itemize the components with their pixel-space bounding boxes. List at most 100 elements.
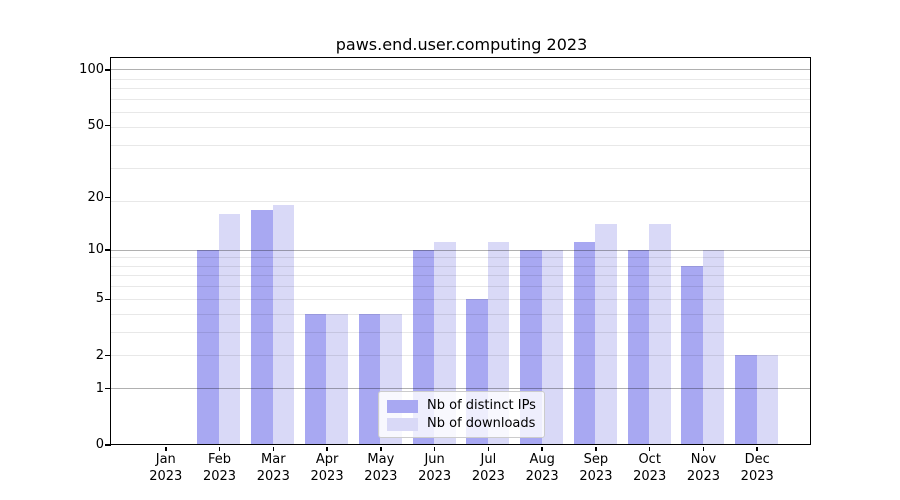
gridline-major: [111, 249, 811, 251]
month-label: Apr: [315, 452, 339, 467]
month-label: Feb: [208, 452, 232, 467]
bar-distinct-ips-apr: [304, 313, 327, 445]
y-axis-tick: [104, 69, 111, 71]
y-axis-tick: [104, 387, 111, 390]
x-axis-tick-label: Nov 2023: [673, 452, 733, 485]
year-label: 2023: [525, 468, 559, 484]
y-axis-tick: [104, 124, 111, 127]
x-axis-tick-label: Jan 2023: [136, 452, 196, 485]
gridline-minor: [111, 126, 811, 128]
x-axis-tick: [648, 446, 651, 451]
month-label: Jul: [480, 452, 497, 467]
gridline-major: [111, 388, 811, 390]
y-axis-tick-label: 5: [95, 291, 104, 307]
month-label: Jun: [424, 452, 445, 467]
month-label: Nov: [690, 452, 717, 467]
year-label: 2023: [256, 468, 290, 484]
y-axis-tick: [104, 354, 111, 357]
x-axis-tick: [272, 446, 275, 451]
month-label: Dec: [744, 452, 770, 467]
bar-downloads-dec: [756, 355, 779, 445]
bar-downloads-mar: [272, 205, 295, 445]
y-axis-tick-label: 1: [95, 380, 104, 396]
x-axis-tick: [433, 446, 436, 451]
gridline-minor: [111, 265, 811, 267]
x-axis-tick-label: Feb 2023: [190, 452, 250, 485]
x-axis-tick: [218, 446, 221, 451]
gridline-minor: [111, 355, 811, 357]
year-label: 2023: [310, 468, 344, 484]
year-label: 2023: [633, 468, 667, 484]
bar-distinct-ips-feb: [197, 249, 219, 445]
bar-distinct-ips-sep: [573, 242, 596, 445]
y-axis-tick: [104, 196, 111, 199]
bar-downloads-feb: [218, 214, 241, 445]
x-axis-tick-label: Jun 2023: [405, 452, 465, 485]
legend-swatch-downloads: [387, 417, 418, 431]
gridline-minor: [111, 331, 811, 333]
gridline-minor: [111, 313, 811, 315]
year-label: 2023: [149, 468, 183, 484]
year-label: 2023: [364, 468, 398, 484]
bar-downloads-nov: [702, 249, 725, 445]
x-axis-tick-label: Aug 2023: [512, 452, 572, 485]
gridline-minor: [111, 88, 811, 90]
year-label: 2023: [418, 468, 452, 484]
year-label: 2023: [579, 468, 613, 484]
gridline-minor: [111, 168, 811, 170]
bar-distinct-ips-may: [358, 313, 381, 445]
year-label: 2023: [686, 468, 720, 484]
month-label: Sep: [583, 452, 609, 467]
month-label: Oct: [638, 452, 661, 467]
legend-entry-downloads: Nb of downloads: [387, 416, 536, 432]
y-axis-tick-label: 0: [95, 437, 104, 452]
legend-label: Nb of downloads: [427, 416, 536, 431]
legend-entry-distinct-ips: Nb of distinct IPs: [387, 398, 536, 414]
x-axis-tick-label: Apr 2023: [297, 452, 357, 485]
year-label: 2023: [202, 468, 237, 484]
bar-distinct-ips-oct: [627, 249, 650, 445]
y-axis-tick: [104, 249, 111, 251]
y-axis-tick: [104, 444, 111, 446]
gridline-minor: [111, 275, 811, 277]
x-axis-tick-label: Oct 2023: [620, 452, 680, 485]
x-axis-tick-label: Sep 2023: [566, 452, 626, 485]
x-axis-tick: [487, 446, 490, 451]
gridline-minor: [111, 286, 811, 288]
bar-distinct-ips-nov: [681, 265, 703, 445]
chart-title: paws.end.user.computing 2023: [335, 35, 588, 54]
x-axis-tick: [702, 446, 705, 451]
x-axis-tick-label: Dec 2023: [727, 452, 787, 485]
legend-swatch-distinct-ips: [387, 399, 418, 413]
y-axis-tick: [104, 298, 111, 301]
gridline-minor: [111, 200, 811, 202]
month-label: Mar: [261, 452, 286, 467]
gridline-minor: [111, 111, 811, 113]
year-label: 2023: [740, 468, 774, 484]
gridline-minor: [111, 257, 811, 259]
gridline-major: [111, 69, 811, 71]
gridline-minor: [111, 78, 811, 80]
month-label: Jan: [155, 452, 176, 467]
x-axis-tick-label: May 2023: [351, 452, 411, 485]
x-axis-tick: [380, 446, 382, 451]
gridline-minor: [111, 99, 811, 101]
x-axis-tick: [756, 446, 758, 451]
bar-downloads-apr: [326, 313, 348, 445]
bar-distinct-ips-mar: [251, 209, 273, 445]
bar-downloads-sep: [595, 224, 617, 445]
month-label: May: [367, 452, 395, 467]
y-axis-tick-label: 10: [87, 242, 104, 258]
month-label: Aug: [529, 452, 555, 467]
bar-downloads-oct: [649, 224, 671, 445]
legend-label: Nb of distinct IPs: [427, 398, 536, 413]
y-axis-tick-label: 20: [87, 189, 104, 205]
bar-distinct-ips-dec: [735, 355, 757, 445]
y-axis-tick-label: 2: [95, 347, 104, 363]
x-axis-tick-label: Mar 2023: [243, 452, 303, 485]
x-axis-tick: [165, 446, 167, 451]
x-axis-tick: [595, 446, 597, 451]
year-label: 2023: [471, 468, 505, 484]
bar-downloads-aug: [541, 249, 564, 445]
